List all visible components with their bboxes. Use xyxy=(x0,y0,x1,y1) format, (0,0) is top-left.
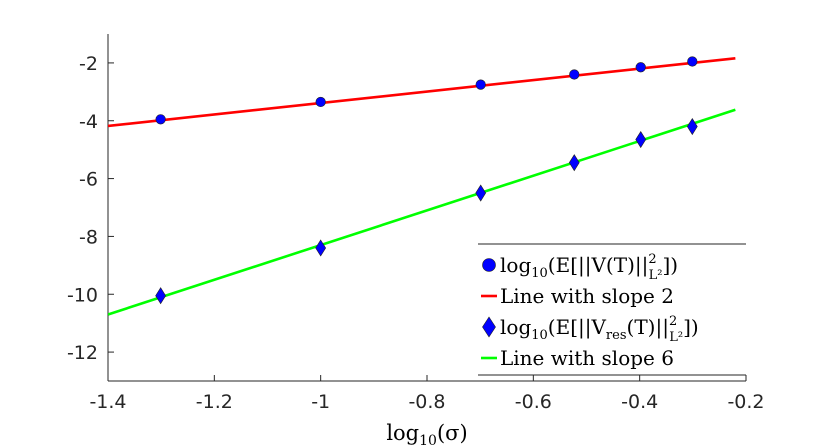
data-point-diamond xyxy=(315,239,327,257)
legend-entry-v-sub2: L² xyxy=(649,268,663,283)
x-tick-label: -1 xyxy=(311,391,330,413)
x-tick-label: -0.8 xyxy=(408,391,445,413)
legend-entry-vres-main2: (T)|| xyxy=(627,315,669,340)
series-line xyxy=(108,108,736,316)
data-point-diamond xyxy=(635,130,647,149)
legend-entry-v: log10(E[||V(T)||2 L²]) xyxy=(500,252,678,283)
legend-entry-vres-mainsub: res xyxy=(606,328,627,343)
data-point-circle xyxy=(315,96,326,108)
legend-entry-vres-log: log xyxy=(500,315,531,339)
legend-entry-vres-sub: 10 xyxy=(531,328,548,343)
legend-entry-vres-sup: 2 xyxy=(669,314,677,329)
legend-entry-v-main: (E[||V(T)|| xyxy=(548,253,649,278)
legend-marker-diamond xyxy=(482,316,496,338)
series-line xyxy=(108,56,736,128)
x-tick-label: -1.4 xyxy=(89,391,126,413)
y-tick-label: -10 xyxy=(67,284,98,306)
legend-entry-vres: log10(E[||Vres(T)||2 L²]) xyxy=(500,314,699,345)
data-point-circle xyxy=(635,62,646,73)
legend-entry-vres-sub2: L² xyxy=(669,330,683,345)
x-axis-title-sub: 10 xyxy=(419,433,437,448)
data-point-diamond xyxy=(475,184,487,202)
axes xyxy=(107,34,747,382)
y-tick-label: -4 xyxy=(79,111,98,133)
legend-entry-v-suffix: ]) xyxy=(662,253,678,277)
data-point-circle xyxy=(569,69,580,80)
legend-entry-v-sub: 10 xyxy=(531,266,548,281)
x-tick-label: -1.2 xyxy=(196,391,233,413)
plot-area xyxy=(108,56,736,316)
data-point-diamond xyxy=(155,287,166,305)
legend: log10(E[||V(T)||2 L²])Line with slope 2lo… xyxy=(478,243,746,376)
data-point-circle xyxy=(155,114,166,125)
y-tick-label: -12 xyxy=(67,342,98,364)
x-tick-label: -0.4 xyxy=(621,391,658,413)
legend-entry-v-log: log xyxy=(500,253,531,277)
legend-entry-slope2: Line with slope 2 xyxy=(500,284,674,308)
legend-marker-circle xyxy=(482,258,496,272)
x-axis-title: log10(σ) xyxy=(386,421,467,448)
legend-entry-vres-main: (E[||V xyxy=(548,315,607,340)
data-point-circle xyxy=(475,79,486,90)
y-tick-label: -2 xyxy=(79,53,98,75)
x-axis-title-log: log xyxy=(386,421,419,445)
legend-entry-slope6: Line with slope 6 xyxy=(500,346,674,370)
legend-entry-vres-suffix: ]) xyxy=(683,315,699,339)
y-tick-label: -8 xyxy=(79,226,98,248)
y-tick-label: -6 xyxy=(79,169,98,191)
x-axis-label: log10(σ) xyxy=(386,421,467,448)
data-point-circle xyxy=(687,56,698,67)
x-tick-label: -0.6 xyxy=(515,391,552,413)
x-axis-title-arg: (σ) xyxy=(437,421,468,445)
data-point-diamond xyxy=(686,117,698,136)
legend-entry-v-sup: 2 xyxy=(648,252,656,267)
x-tick-label: -0.2 xyxy=(727,391,764,413)
tick-labels: -1.4 -1.2 -1 -0.8 -0.6 -0.4 -0.2 -12 -10 -8 -6 -4 -2 xyxy=(67,53,765,413)
data-point-diamond xyxy=(568,154,580,172)
